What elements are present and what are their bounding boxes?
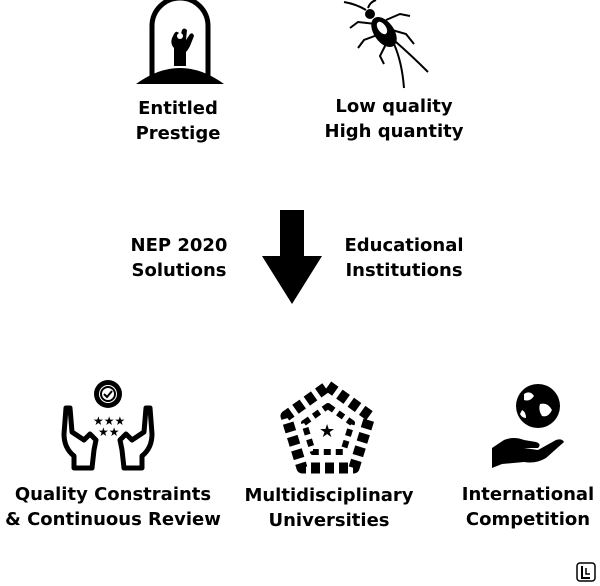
- hand-holding-globe-icon: [490, 384, 570, 470]
- label-line: International: [461, 484, 595, 505]
- label-nep-2020-solutions: NEP 2020 Solutions: [118, 233, 240, 283]
- svg-text:★★★: ★★★: [93, 414, 125, 428]
- label-multidisciplinary-universities: Multidisciplinary Universities: [236, 483, 422, 533]
- hands-with-stars-badge-icon: ★★★ ★★: [60, 378, 156, 471]
- label-line: High quantity: [324, 121, 464, 142]
- label-low-quality-high-quantity: Low quality High quantity: [306, 94, 482, 144]
- svg-text:★★: ★★: [98, 425, 120, 439]
- label-line: Institutions: [345, 260, 463, 281]
- down-arrow-icon: [262, 210, 322, 306]
- brand-logo-icon: [576, 562, 596, 582]
- label-line: Multidisciplinary: [244, 485, 414, 506]
- label-line: Low quality: [335, 96, 453, 117]
- label-line: Solutions: [131, 260, 227, 281]
- hand-in-bell-jar-icon: [134, 0, 226, 86]
- svg-text:★: ★: [319, 421, 335, 442]
- label-line: NEP 2020: [130, 235, 228, 256]
- label-entitled-prestige: Entitled Prestige: [118, 96, 238, 146]
- label-line: Competition: [465, 509, 591, 530]
- label-line: Universities: [268, 510, 390, 531]
- label-line: Quality Constraints: [14, 484, 212, 505]
- pentagon-star-network-icon: ★: [280, 380, 376, 474]
- label-quality-constraints: Quality Constraints & Continuous Review: [4, 482, 222, 532]
- cockroach-icon: [340, 0, 440, 92]
- label-line: Prestige: [135, 123, 221, 144]
- label-line: & Continuous Review: [5, 509, 221, 530]
- label-international-competition: International Competition: [456, 482, 600, 532]
- label-line: Entitled: [138, 98, 218, 119]
- label-line: Educational: [344, 235, 464, 256]
- label-educational-institutions: Educational Institutions: [340, 233, 468, 283]
